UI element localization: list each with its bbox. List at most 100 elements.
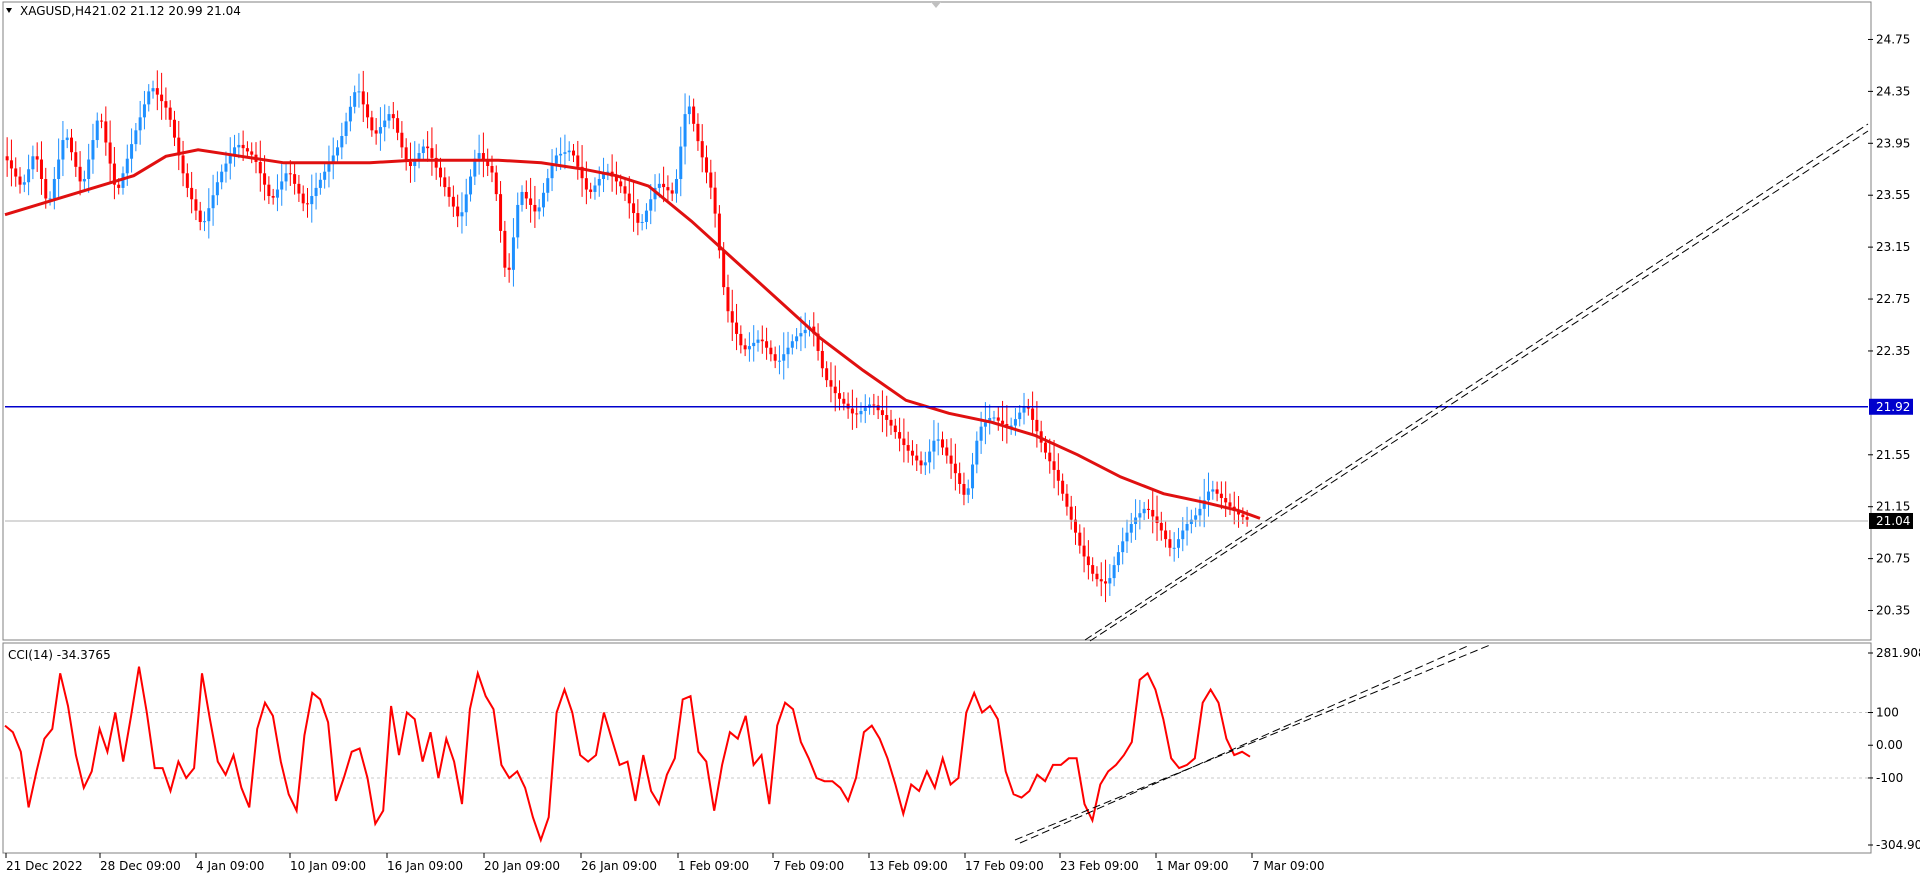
candle-body	[74, 152, 78, 167]
candle-body	[396, 118, 400, 133]
candle-body	[245, 148, 249, 152]
candle-body	[786, 347, 790, 355]
candle-body	[872, 404, 876, 406]
price-series	[5, 70, 1249, 603]
candle-body	[820, 350, 824, 369]
candle-body	[194, 199, 198, 211]
candle-body	[361, 91, 365, 105]
candle-body	[237, 144, 241, 148]
price-tick-label: 22.75	[1876, 292, 1910, 306]
candle-body	[65, 137, 69, 141]
candle-body	[1048, 452, 1052, 462]
candle-body	[177, 137, 181, 156]
candle-body	[863, 407, 867, 411]
candle-body	[885, 415, 889, 420]
candle-body	[782, 354, 786, 361]
candle-body	[57, 159, 61, 179]
candle-body	[816, 333, 820, 351]
candle-body	[838, 393, 842, 399]
price-tick-label: 23.15	[1876, 240, 1910, 254]
time-tick-label: 21 Dec 2022	[6, 859, 83, 873]
candle-body	[889, 419, 893, 426]
candle-body	[559, 153, 563, 156]
candle-body	[949, 455, 953, 464]
price-tick-label: 23.95	[1876, 136, 1910, 150]
candle-body	[653, 187, 657, 200]
candle-body	[1129, 524, 1133, 533]
cci-trendline-lower	[1019, 644, 1471, 844]
time-tick-label: 13 Feb 09:00	[869, 859, 948, 873]
candle-body	[546, 178, 550, 193]
candle-body	[833, 386, 837, 394]
candle-body	[434, 157, 438, 168]
moving-average-line	[4, 148, 1261, 520]
candle-body	[35, 156, 39, 160]
candle-body	[430, 148, 434, 158]
candle-body	[649, 199, 653, 211]
candle-body	[722, 250, 726, 288]
candle-body	[533, 204, 537, 212]
candle-body	[494, 172, 498, 195]
candle-body	[310, 196, 314, 205]
candle-body	[443, 177, 447, 188]
candle-body	[1009, 425, 1013, 428]
candle-body	[331, 155, 335, 164]
candle-body	[1228, 502, 1232, 507]
candle-body	[1116, 552, 1120, 566]
candle-body	[953, 463, 957, 474]
time-tick-label: 17 Feb 09:00	[965, 859, 1044, 873]
candle-body	[52, 178, 56, 199]
candle-body	[855, 413, 859, 415]
candle-body	[919, 460, 923, 466]
candle-body	[44, 178, 48, 199]
candle-body	[1155, 516, 1159, 523]
candle-body	[777, 360, 781, 362]
time-tick-label: 23 Feb 09:00	[1060, 859, 1139, 873]
candle-body	[747, 346, 751, 350]
candle-body	[413, 159, 417, 167]
current-price-badge	[1869, 512, 1913, 529]
candle-body	[490, 166, 494, 173]
candle-body	[700, 141, 704, 158]
symbol-label: XAGUSD,H4	[20, 4, 92, 18]
candle-body	[451, 196, 455, 207]
time-tick-label: 10 Jan 09:00	[290, 859, 366, 873]
candle-body	[602, 172, 606, 179]
candle-body	[966, 488, 970, 495]
candle-body	[674, 178, 678, 194]
candle-body	[606, 171, 610, 173]
candle-body	[336, 147, 340, 156]
cci-tick-label: -100	[1876, 771, 1903, 785]
candle-body	[1078, 532, 1082, 546]
candle-body	[1168, 539, 1172, 548]
time-tick-label: 7 Mar 09:00	[1252, 859, 1325, 873]
candle-body	[627, 193, 631, 204]
horizontal-level-line[interactable]: 21.92 21.04	[5, 398, 1913, 529]
candle-body	[417, 153, 421, 160]
candle-body	[657, 183, 661, 188]
candle-body	[447, 187, 451, 197]
price-tick-label: 20.75	[1876, 552, 1910, 566]
trendline-channel[interactable]	[1084, 123, 1869, 642]
candle-body	[1082, 545, 1086, 557]
time-tick-label: 16 Jan 09:00	[387, 859, 463, 873]
ohlc-label: 21.02 21.12 20.99 21.04	[92, 4, 241, 18]
time-tick-label: 1 Mar 09:00	[1156, 859, 1229, 873]
candle-body	[692, 106, 696, 124]
candle-body	[95, 120, 99, 141]
candle-body	[1031, 408, 1035, 420]
candle-body	[971, 464, 975, 489]
candle-body	[893, 425, 897, 433]
candle-body	[554, 155, 558, 164]
chevron-down-icon[interactable]	[6, 8, 12, 13]
candle-body	[486, 159, 490, 167]
candle-body	[1091, 565, 1095, 574]
candle-body	[348, 106, 352, 122]
candle-body	[1176, 539, 1180, 548]
cci-trendline-channel[interactable]	[1014, 644, 1491, 844]
candle-body	[224, 163, 228, 172]
candle-body	[752, 342, 756, 347]
candle-body	[593, 185, 597, 192]
